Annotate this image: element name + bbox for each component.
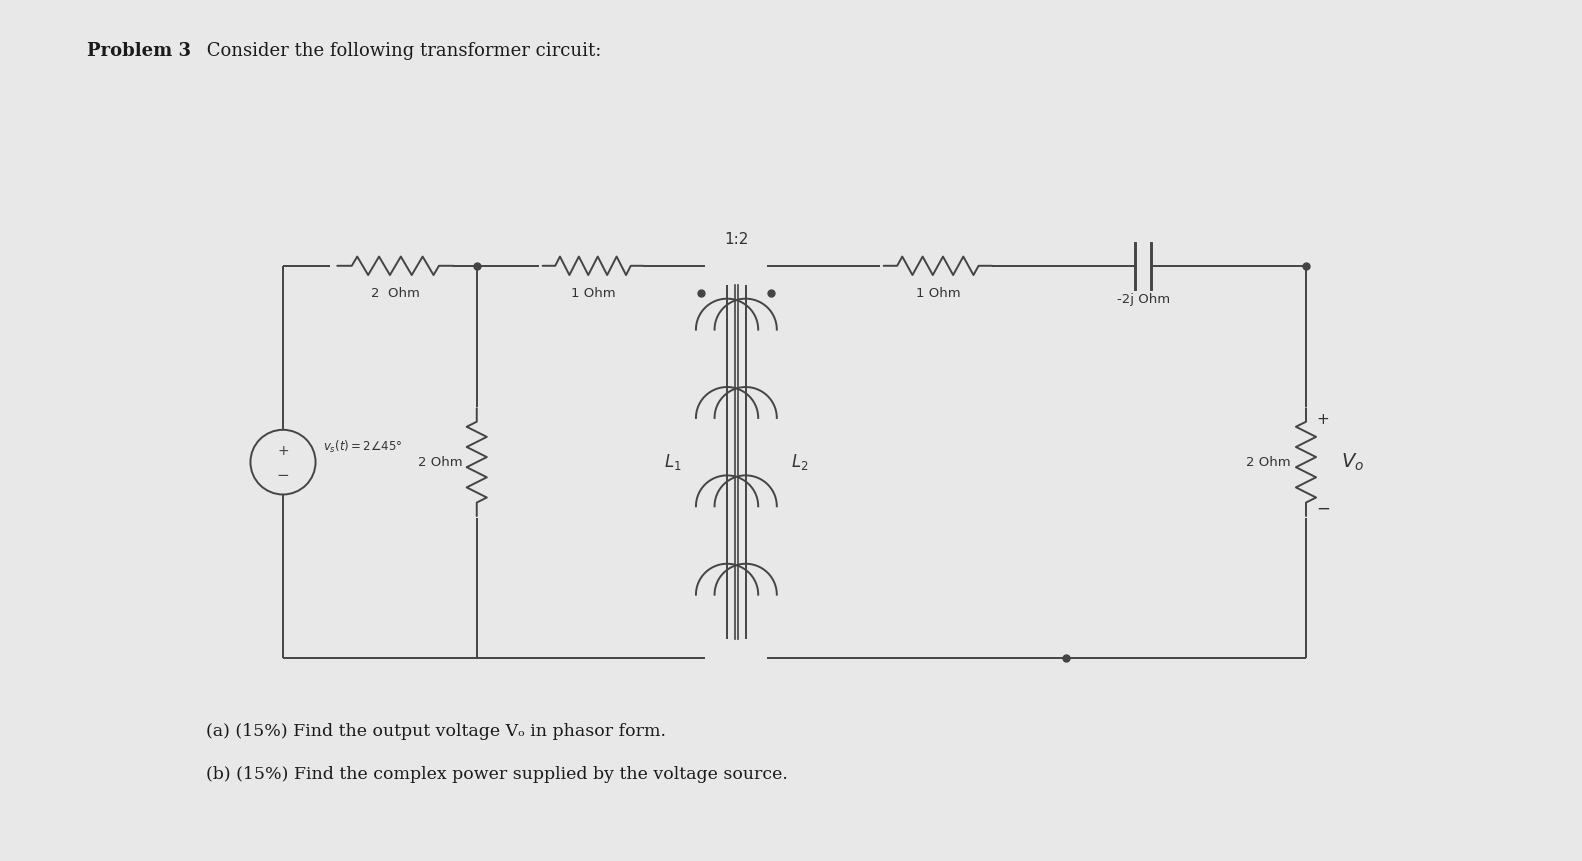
Text: $v_s(t) = 2\angle45°$: $v_s(t) = 2\angle45°$ <box>323 439 403 455</box>
Text: -2j Ohm: -2j Ohm <box>1117 293 1169 306</box>
Text: 1 Ohm: 1 Ohm <box>571 288 615 300</box>
Text: Problem 3: Problem 3 <box>87 42 191 60</box>
Text: (a) (15%) Find the output voltage Vₒ in phasor form.: (a) (15%) Find the output voltage Vₒ in … <box>206 723 666 740</box>
Text: 1:2: 1:2 <box>725 232 748 246</box>
Text: +: + <box>277 443 290 457</box>
Text: 2 Ohm: 2 Ohm <box>1247 455 1291 468</box>
Text: 2 Ohm: 2 Ohm <box>418 455 464 468</box>
Text: $L_2$: $L_2$ <box>791 452 808 472</box>
Text: Consider the following transformer circuit:: Consider the following transformer circu… <box>201 42 601 60</box>
Text: $L_1$: $L_1$ <box>664 452 682 472</box>
Text: 1 Ohm: 1 Ohm <box>916 288 960 300</box>
Text: $V_o$: $V_o$ <box>1342 451 1364 473</box>
Text: (b) (15%) Find the complex power supplied by the voltage source.: (b) (15%) Find the complex power supplie… <box>206 766 788 784</box>
Text: −: − <box>277 468 290 483</box>
Text: +: + <box>1316 412 1329 427</box>
Text: −: − <box>1316 499 1330 517</box>
Text: 2  Ohm: 2 Ohm <box>370 288 419 300</box>
